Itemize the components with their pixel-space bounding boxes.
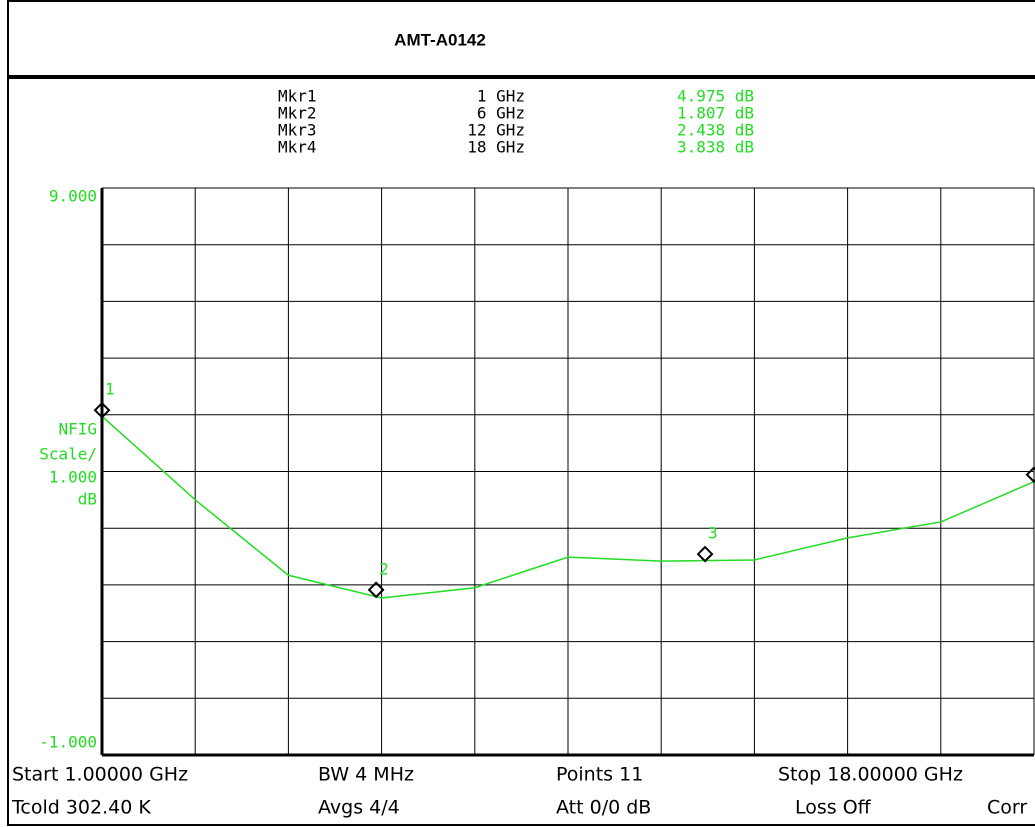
marker-value: 3.838 dB [677, 138, 754, 157]
marker-id: 1 [105, 380, 115, 399]
status-text: Att 0/0 dB [556, 797, 651, 819]
marker-value: 4.975 dB [677, 87, 754, 106]
y-axis-label: Scale/ [39, 445, 97, 464]
marker-name: Mkr2 [278, 104, 317, 123]
status-text: BW 4 MHz [318, 764, 414, 786]
marker-name: Mkr3 [278, 121, 317, 140]
marker-id: 3 [708, 524, 718, 543]
status-text: Tcold 302.40 K [11, 797, 151, 819]
marker-name: Mkr4 [278, 138, 317, 157]
marker-value: 1.807 dB [677, 104, 754, 123]
status-text: Start 1.00000 GHz [12, 764, 188, 786]
y-axis-label: NFIG [58, 420, 97, 439]
marker-freq: 6 GHz [477, 104, 525, 123]
title: AMT-A0142 [394, 30, 486, 49]
marker-id: 2 [379, 559, 389, 578]
status-text: Points 11 [556, 764, 643, 786]
marker-freq: 1 GHz [477, 87, 525, 106]
marker-diamond [696, 545, 714, 563]
y-axis-label: dB [78, 490, 97, 509]
marker-freq: 12 GHz [467, 121, 525, 140]
frame [7, 0, 1035, 826]
trace [101, 415, 1035, 599]
y-axis-label: 1.000 [49, 468, 97, 487]
y-tick-label: -1.000 [39, 733, 97, 752]
status-text: Corr [987, 797, 1027, 819]
marker-freq: 18 GHz [467, 138, 525, 157]
marker-diamond [367, 581, 385, 599]
marker-diamond [1025, 466, 1035, 484]
y-tick-label: 9.000 [49, 187, 97, 206]
status-text: Loss Off [795, 797, 872, 819]
status-text: Avgs 4/4 [318, 797, 400, 819]
marker-name: Mkr1 [278, 87, 317, 106]
marker-diamond [93, 401, 111, 419]
status-text: Stop 18.00000 GHz [778, 764, 963, 786]
marker-value: 2.438 dB [677, 121, 754, 140]
